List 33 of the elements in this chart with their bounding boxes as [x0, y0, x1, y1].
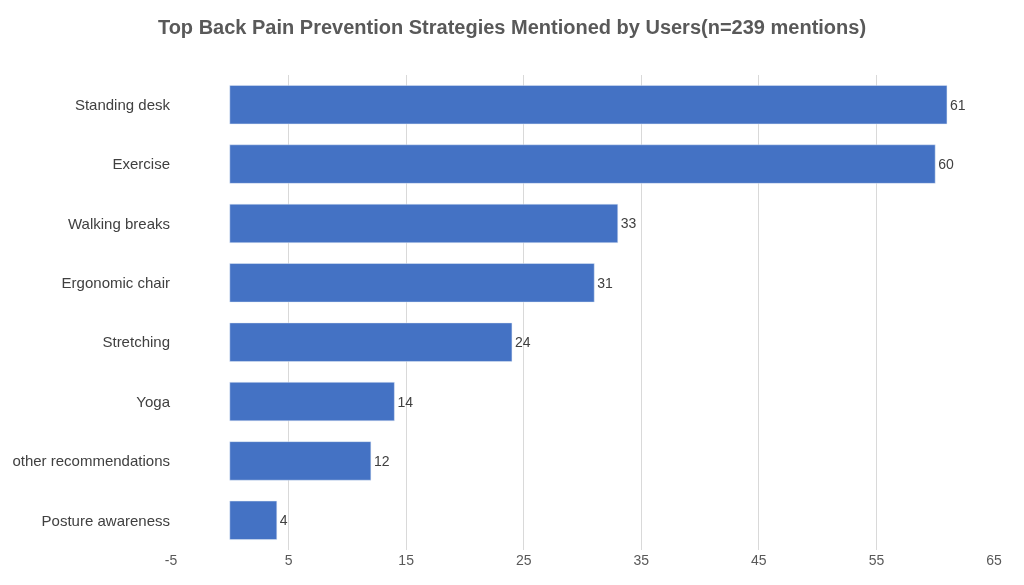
data-label: 24: [514, 334, 531, 351]
bar: [229, 382, 395, 422]
bar: [229, 441, 372, 481]
bar: [229, 85, 948, 125]
bar: [229, 263, 595, 303]
bar: [229, 322, 513, 362]
data-label: 33: [620, 215, 637, 232]
y-tick-label: Yoga: [136, 392, 171, 410]
data-label: 60: [938, 156, 954, 173]
x-tick-label: 45: [751, 552, 767, 568]
y-tick-label: Standing desk: [74, 95, 171, 113]
data-label: 14: [397, 393, 414, 410]
x-tick-label: 5: [284, 552, 293, 568]
data-label: 12: [373, 452, 390, 469]
bar: [229, 203, 619, 243]
x-tick-label: 65: [986, 552, 1002, 568]
chart-title: Top Back Pain Prevention Strategies Mentioned by Users(n=239 mentions): [157, 16, 867, 39]
x-tick-label: -5: [164, 552, 178, 568]
y-tick-label: Ergonomic chair: [61, 274, 170, 292]
y-tick-label: Exercise: [112, 155, 170, 173]
x-tick-label: 15: [398, 552, 415, 568]
y-tick-label: Stretching: [102, 333, 170, 351]
x-tick-label: 35: [633, 552, 650, 568]
bar: [229, 500, 278, 540]
data-label: 61: [949, 96, 966, 113]
data-label: 4: [279, 512, 288, 529]
y-tick-label: Walking breaks: [68, 214, 170, 232]
bar: [229, 144, 936, 184]
x-tick-label: 55: [868, 552, 885, 568]
y-tick-label: Posture awareness: [41, 511, 170, 529]
data-label: 31: [597, 274, 614, 291]
y-tick-label: other recommendations: [12, 452, 170, 470]
x-tick-label: 25: [515, 552, 532, 568]
